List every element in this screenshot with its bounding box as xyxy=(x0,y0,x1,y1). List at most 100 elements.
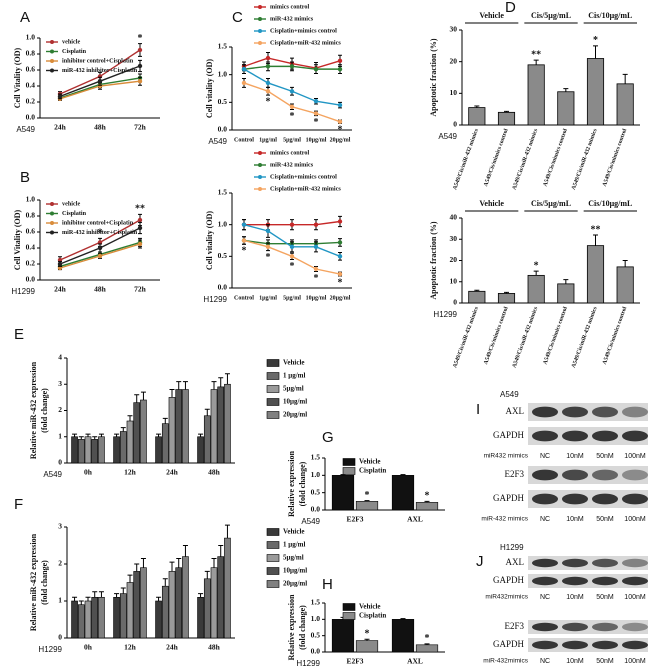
lane-label: 100nM xyxy=(624,516,646,523)
point xyxy=(57,261,63,267)
cell-line-label: A549 xyxy=(43,470,62,479)
point xyxy=(337,271,343,277)
point xyxy=(337,66,343,72)
error-bar xyxy=(218,377,224,387)
bar xyxy=(557,283,575,304)
error-bar xyxy=(127,415,133,421)
y-tick-label: 0 xyxy=(58,458,62,467)
bar xyxy=(155,436,162,464)
error-bar xyxy=(424,643,430,645)
bar xyxy=(210,567,218,639)
legend-marker xyxy=(50,68,54,73)
x-tick-label: A549/Cis/mimics control xyxy=(483,128,510,188)
y-axis-label: Cell Vitality (OD) xyxy=(13,209,22,270)
bar xyxy=(415,502,439,511)
bar xyxy=(586,58,605,126)
y-tick-label: 30 xyxy=(450,25,458,34)
y-tick-label: 0.8 xyxy=(26,49,36,58)
y-tick-label: 0.5 xyxy=(218,97,228,106)
y-tick-label: 0 xyxy=(453,298,457,307)
x-tick-label: 20μg/ml xyxy=(330,137,351,143)
x-tick-label: 24h xyxy=(54,285,67,294)
legend-marker xyxy=(50,49,54,54)
point xyxy=(313,66,319,72)
legend-label: inhibitor control+Cisplatin xyxy=(62,219,134,226)
panel-letter: A xyxy=(20,9,30,26)
blot-band xyxy=(532,640,558,650)
error-bar xyxy=(85,596,91,601)
legend-marker xyxy=(258,17,262,21)
y-tick-label: 1 xyxy=(58,596,62,605)
error-bar xyxy=(622,260,628,267)
legend-label: miR-432 inhibitor+Cisplatin xyxy=(62,67,138,74)
x-tick-label: 20μg/ml xyxy=(330,295,351,301)
error-bar xyxy=(78,600,84,605)
legend-label: Vehicle xyxy=(359,603,381,611)
bar xyxy=(210,389,218,464)
cell-line-label: A549 xyxy=(16,125,35,134)
error-bar xyxy=(140,391,146,400)
y-tick-label: 10 xyxy=(450,276,458,285)
lane-label: NC xyxy=(540,516,550,523)
significance-mark: * xyxy=(338,125,343,136)
blot-band xyxy=(622,406,648,418)
y-tick-label: 0.6 xyxy=(26,65,36,74)
band-label: GAPDH xyxy=(493,430,525,440)
x-tick-label: E2F3 xyxy=(346,657,363,666)
error-bar xyxy=(563,279,569,284)
error-bar xyxy=(204,570,210,579)
legend-marker xyxy=(258,29,262,33)
error-bar xyxy=(92,591,98,598)
error-bar xyxy=(204,408,210,416)
blot-band xyxy=(592,493,618,505)
legend-swatch xyxy=(266,567,280,575)
cell-line-label: H1299 xyxy=(203,295,227,304)
y-axis-label: Cell vitality (OD) xyxy=(205,211,214,270)
legend-swatch xyxy=(266,411,280,419)
legend-label: vehicle xyxy=(62,38,80,45)
point xyxy=(265,64,271,69)
blot-band xyxy=(562,469,588,481)
panel-letter: J xyxy=(476,553,484,570)
cell-line-label: A549 xyxy=(208,137,227,146)
y-tick-label: 1.5 xyxy=(311,453,321,462)
bar xyxy=(616,83,634,126)
error-bar xyxy=(114,593,120,598)
legend-label: Cisplatin+miR-432 mimics xyxy=(270,185,341,192)
x-tick-label: 10μg/ml xyxy=(306,295,327,301)
blot-band xyxy=(562,576,588,586)
group-label: Cis/5μg/mL xyxy=(531,11,571,20)
point xyxy=(337,58,343,64)
y-tick-label: 0.5 xyxy=(218,251,228,260)
y-tick-label: 1.0 xyxy=(311,470,321,479)
y-tick-label: 20 xyxy=(450,56,458,65)
point xyxy=(313,111,319,116)
error-bar xyxy=(98,591,104,598)
legend-label: Vehicle xyxy=(359,458,381,466)
point xyxy=(289,222,295,227)
legend-label: 10μg/ml xyxy=(283,567,307,575)
point xyxy=(337,240,343,245)
blot-band xyxy=(562,622,588,632)
x-tick-label: 1μg/ml xyxy=(259,295,277,301)
legend-label: Vehicle xyxy=(283,528,305,536)
error-bar xyxy=(563,88,569,92)
significance-mark: * xyxy=(314,117,319,128)
band-label: GAPDH xyxy=(493,639,525,649)
bar xyxy=(84,436,92,464)
error-bar xyxy=(176,381,182,390)
legend-label: mimics control xyxy=(270,149,310,156)
error-bar xyxy=(400,474,406,476)
bar xyxy=(140,567,147,639)
bar xyxy=(497,111,516,126)
error-bar xyxy=(120,427,126,432)
group-label: Cis/10μg/mL xyxy=(588,199,632,208)
bar xyxy=(182,556,189,639)
x-tick-label: 48h xyxy=(94,285,107,294)
panel-letter: H xyxy=(322,576,333,593)
x-tick-label: 0h xyxy=(84,643,93,652)
error-bar xyxy=(224,524,230,539)
legend-swatch xyxy=(342,467,356,475)
error-bar xyxy=(400,618,406,620)
blot-band xyxy=(562,493,588,505)
